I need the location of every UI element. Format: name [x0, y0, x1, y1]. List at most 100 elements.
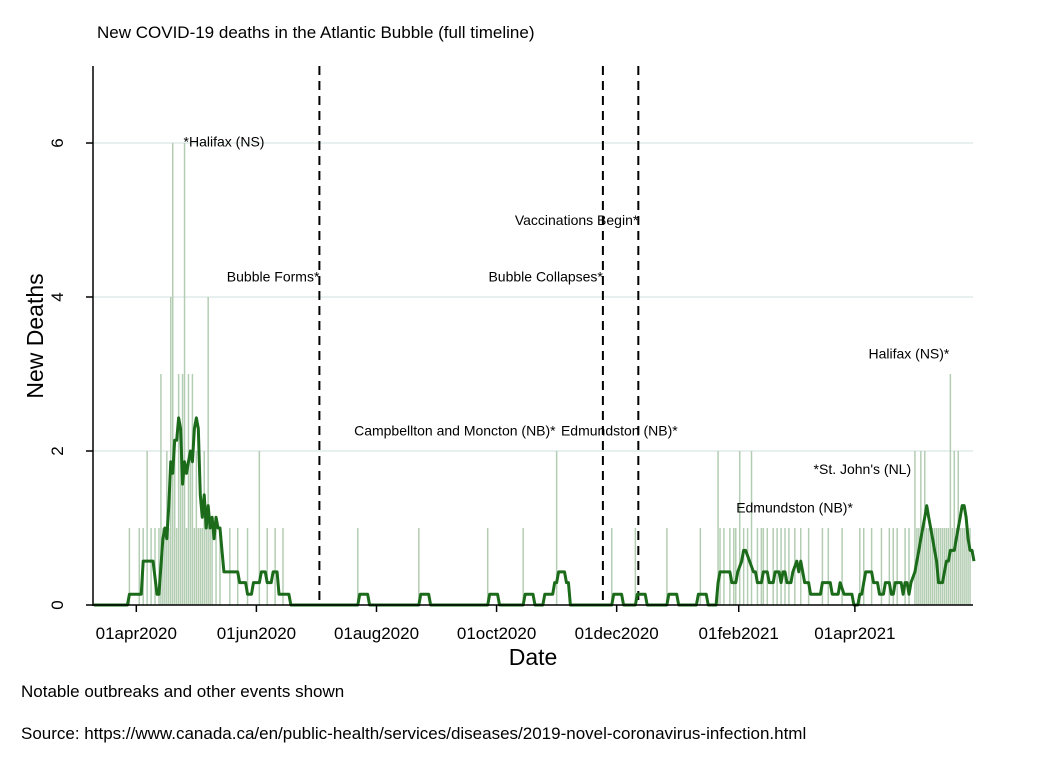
bar	[918, 528, 920, 605]
bar	[666, 528, 668, 605]
bar	[179, 451, 182, 605]
bar	[827, 528, 830, 605]
bar	[914, 451, 916, 605]
bar	[841, 528, 843, 605]
y-axis-title: New Deaths	[22, 273, 48, 398]
bar	[219, 528, 221, 605]
bar	[723, 528, 725, 605]
bar	[967, 528, 969, 605]
bar	[920, 451, 922, 605]
bar	[634, 528, 637, 605]
bar	[229, 528, 231, 605]
bar	[699, 528, 702, 605]
bar	[211, 528, 213, 605]
y-tick-label: 0	[48, 600, 67, 609]
bar	[951, 528, 954, 605]
bar	[939, 528, 942, 605]
bar	[183, 143, 186, 605]
bar	[904, 528, 906, 605]
bar	[171, 143, 174, 605]
y-tick-label: 6	[48, 138, 67, 147]
annotation-label: Campbellton and Moncton (NB)*	[354, 422, 556, 438]
bar	[955, 528, 958, 605]
bar	[896, 528, 898, 605]
bar	[788, 528, 790, 605]
bar	[555, 451, 558, 605]
bar	[969, 528, 971, 605]
annotation-label: Halifax (NS)*	[868, 345, 949, 361]
bar	[750, 451, 753, 605]
x-tick-label: 01dec2020	[575, 624, 659, 643]
bar	[205, 528, 207, 605]
annotation-label: *St. John's (NL)	[814, 461, 912, 477]
bar	[933, 528, 936, 605]
bar	[908, 528, 910, 605]
bar	[246, 528, 249, 605]
series-line	[93, 416, 976, 607]
x-tick-label: 01aug2020	[334, 624, 419, 643]
bar	[947, 528, 950, 605]
annotations: *Halifax (NS) Bubble Forms* Vaccinations B…	[184, 134, 950, 516]
bar	[274, 528, 276, 605]
bar	[173, 451, 176, 605]
x-tick-label: 01apr2021	[814, 624, 895, 643]
bar	[282, 528, 284, 605]
bar	[927, 528, 930, 605]
bar	[892, 528, 895, 605]
bar	[746, 528, 749, 605]
bar	[859, 528, 861, 605]
bar	[170, 297, 172, 605]
bar	[929, 528, 932, 605]
y-axis-ticks: 0 2 4 6	[48, 138, 93, 610]
event-lines	[318, 66, 640, 605]
bar	[177, 374, 180, 605]
bar	[780, 528, 782, 605]
x-axis-ticks: 01apr2020 01jun2020 01aug2020 01oct2020 01de…	[96, 605, 896, 643]
bar	[181, 374, 184, 605]
annotation-label: Edmundston (NB)*	[736, 499, 853, 515]
bar	[729, 528, 731, 605]
chart-note: Notable outbreaks and other events shown	[21, 682, 345, 701]
bar	[776, 528, 778, 605]
bar	[207, 297, 209, 605]
bar	[197, 528, 200, 605]
bar	[925, 528, 928, 605]
bar	[168, 528, 170, 605]
bar	[863, 528, 865, 605]
bar	[611, 528, 613, 605]
x-tick-label: 01oct2020	[457, 624, 536, 643]
bar	[738, 451, 741, 605]
bar	[949, 374, 952, 605]
bar	[203, 451, 205, 605]
bar	[150, 528, 152, 605]
bar	[486, 528, 489, 605]
bar	[128, 528, 131, 605]
bar	[941, 528, 944, 605]
bar	[146, 451, 148, 605]
bar	[215, 528, 217, 605]
x-tick-label: 01jun2020	[217, 624, 296, 643]
annotation-label: Bubble Collapses*	[488, 268, 603, 284]
bar	[735, 528, 737, 605]
bar	[164, 528, 166, 605]
bar	[195, 451, 198, 605]
bar	[931, 528, 934, 605]
bar	[888, 528, 891, 605]
bar	[185, 528, 188, 605]
chart-source: Source: https://www.canada.ca/en/public-…	[21, 724, 807, 743]
bar	[772, 528, 774, 605]
bar	[258, 451, 261, 605]
bar	[158, 528, 160, 605]
bar	[922, 528, 924, 605]
y-tick-label: 2	[48, 446, 67, 455]
bar	[189, 451, 192, 605]
bar	[236, 528, 239, 605]
bar	[191, 374, 194, 605]
bar	[742, 528, 745, 605]
bar	[762, 528, 765, 605]
bar	[870, 528, 873, 605]
bar	[187, 374, 190, 605]
x-tick-label: 01feb2021	[699, 624, 779, 643]
bar	[522, 528, 524, 605]
